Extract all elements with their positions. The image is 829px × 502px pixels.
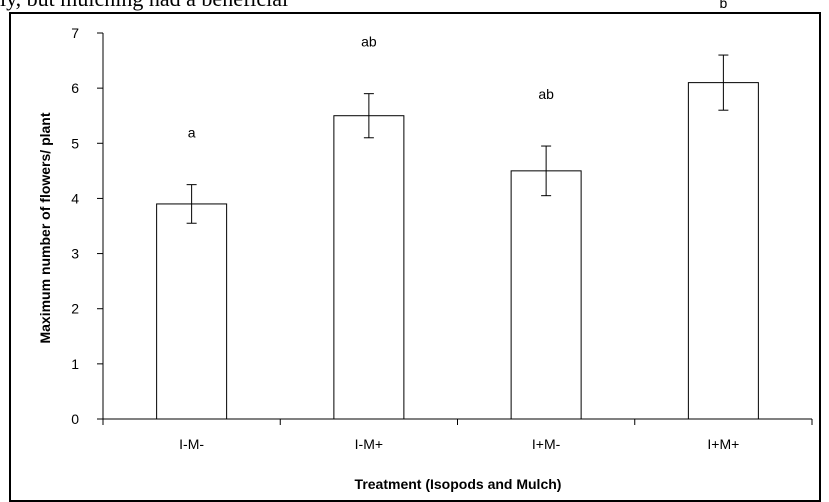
error-bar-I+M+	[718, 54, 729, 111]
y-axis-ticks: 0 1 2 3 4 5 6 7	[71, 25, 103, 427]
x-tick-label: I+M-	[532, 436, 561, 452]
y-tick-label: 0	[71, 411, 79, 427]
error-bar-I+M-	[541, 145, 552, 197]
bar-I+M+	[687, 82, 759, 420]
bar-I-M-	[156, 203, 228, 420]
top-text-fragment: ly, but mulching had a beneficial	[0, 0, 288, 12]
chart-frame	[9, 12, 821, 502]
bars	[156, 82, 759, 420]
y-tick-label: 3	[71, 246, 79, 262]
significance-label: ab	[538, 86, 554, 102]
x-tick-label: I+M+	[707, 436, 739, 452]
error-bar-I-M-	[186, 184, 197, 224]
x-axis-ticks: I-M- I-M+ I+M- I+M+	[102, 419, 813, 452]
y-tick-label: 2	[71, 301, 79, 317]
bar-I+M-	[510, 170, 582, 420]
bar-I-M+	[333, 115, 405, 420]
y-tick-label: 5	[71, 135, 79, 151]
y-tick-label: 4	[71, 190, 79, 206]
significance-label: b	[719, 0, 727, 11]
y-tick-label: 7	[71, 25, 79, 41]
x-tick-label: I-M+	[355, 436, 383, 452]
y-axis-title: Maximum number of flowers/ plant	[37, 112, 53, 343]
error-bar-I-M+	[363, 93, 374, 139]
significance-labels: a ab ab b	[188, 0, 728, 141]
significance-label: ab	[361, 34, 377, 50]
y-tick-label: 6	[71, 80, 79, 96]
error-bars	[186, 54, 729, 224]
y-tick-label: 1	[71, 356, 79, 372]
x-axis-title: Treatment (Isopods and Mulch)	[355, 476, 562, 492]
x-tick-label: I-M-	[179, 436, 204, 452]
significance-label: a	[188, 125, 196, 141]
